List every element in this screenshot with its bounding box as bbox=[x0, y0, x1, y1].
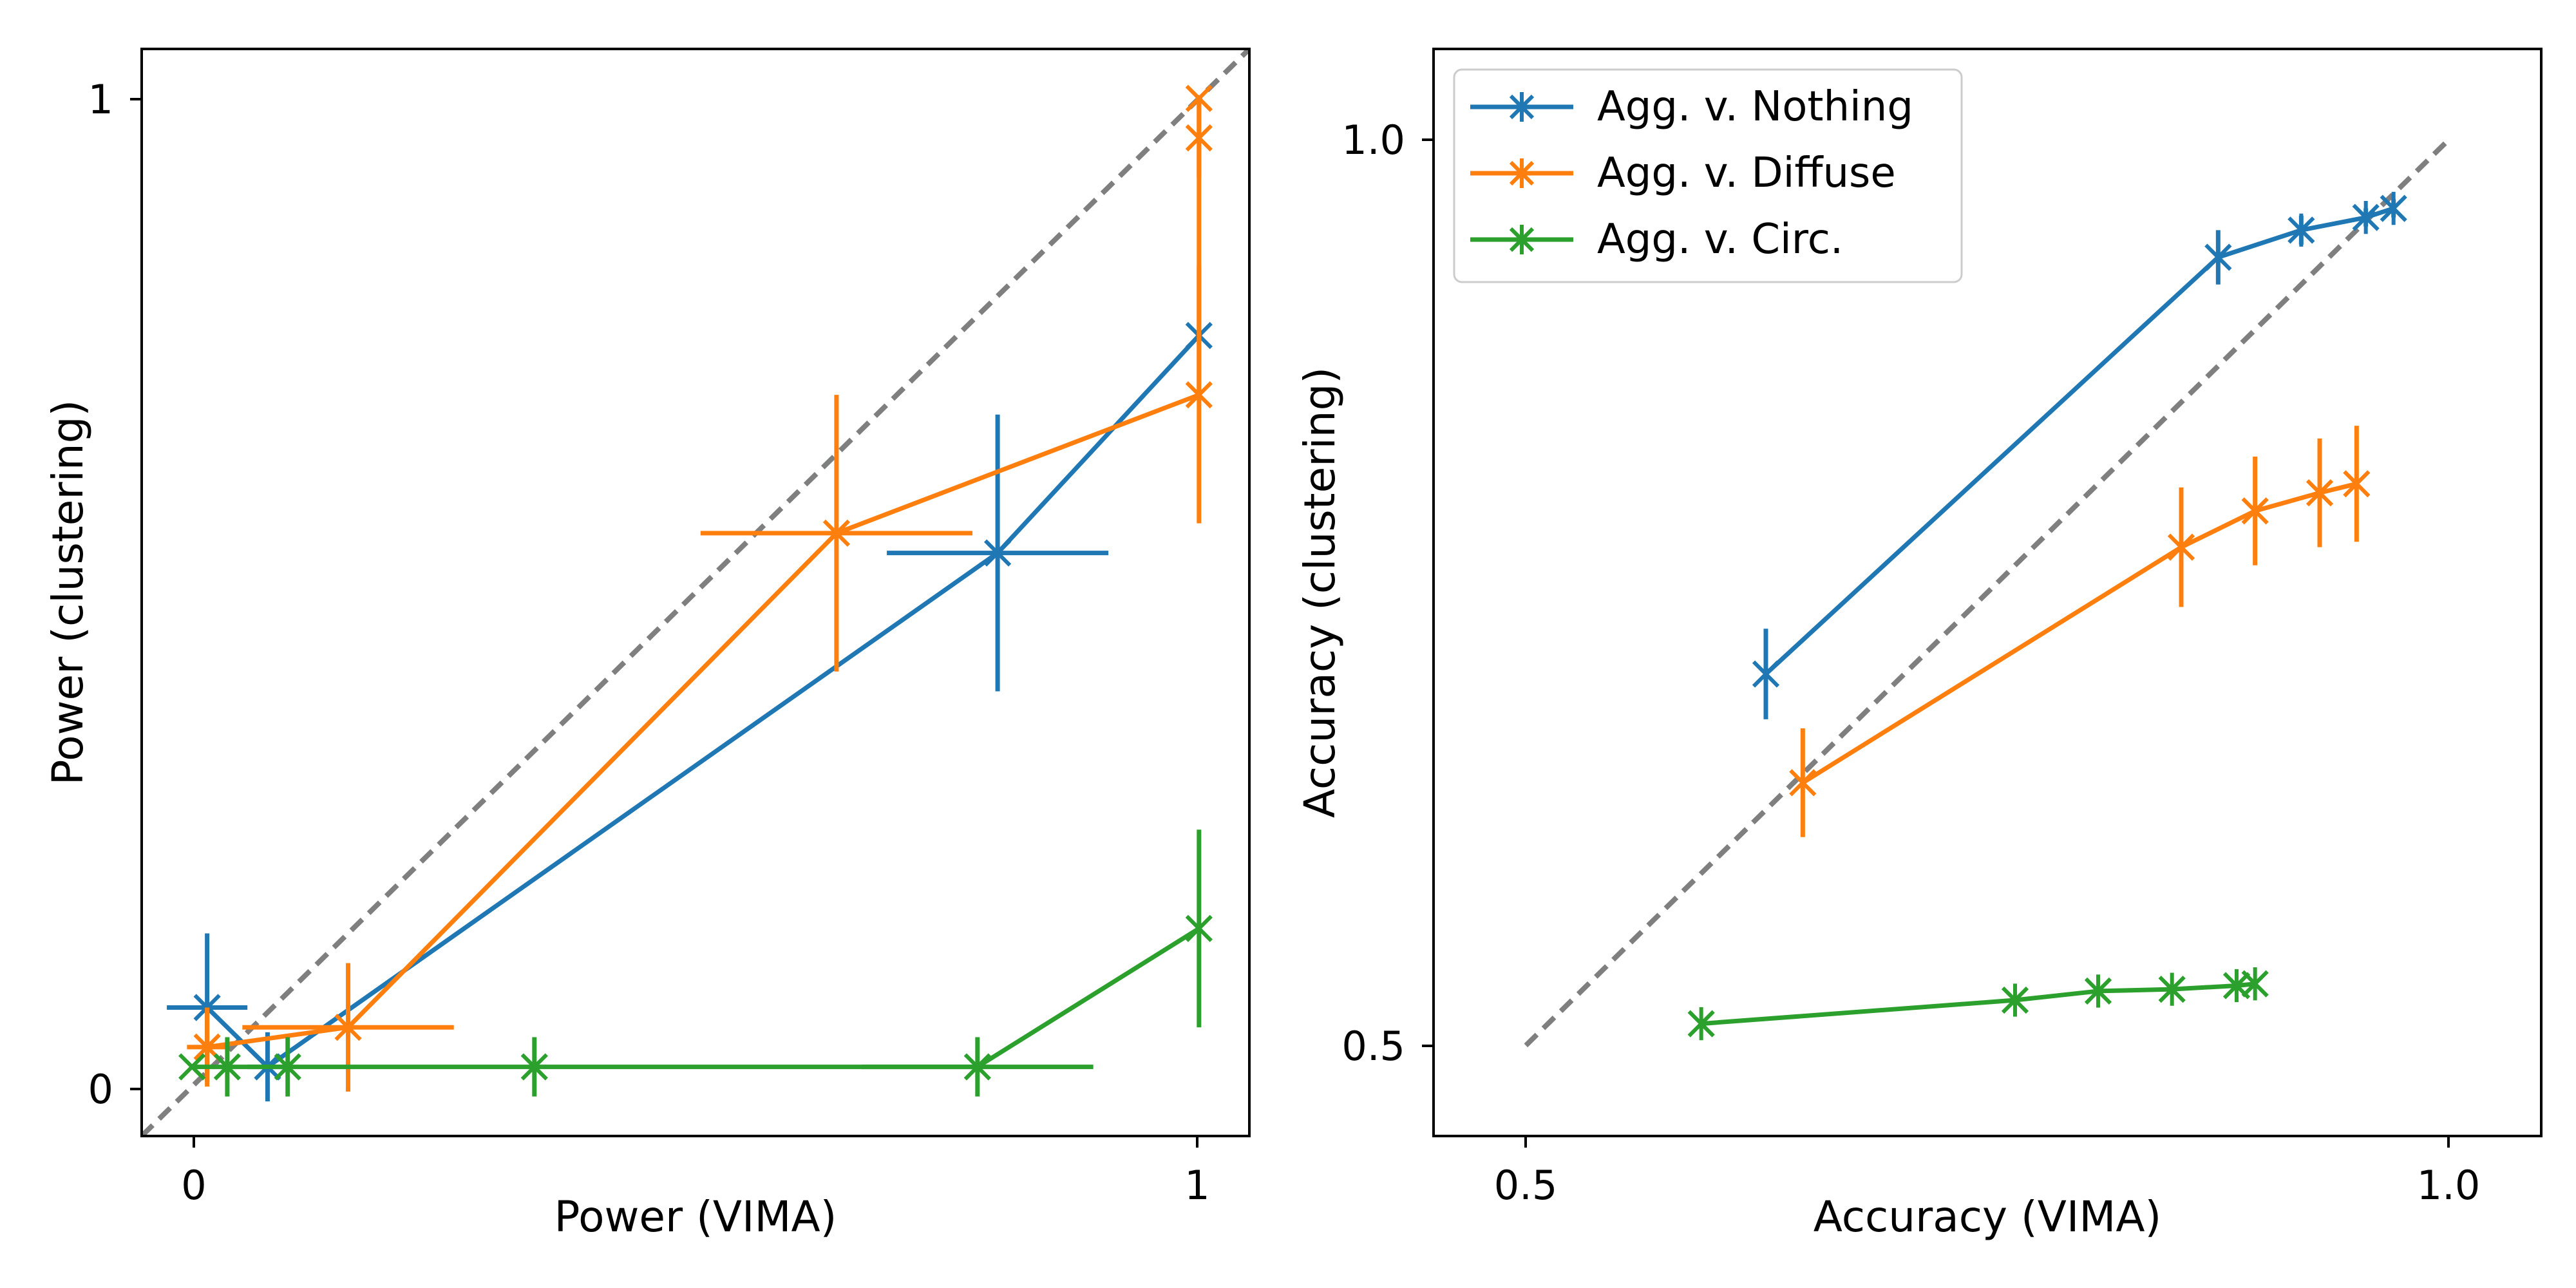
legend-entry-nothing: Agg. v. Nothing bbox=[1470, 83, 1913, 131]
power-y-tick-label-1: 1 bbox=[88, 76, 113, 123]
power-reference-line bbox=[142, 49, 1249, 1136]
power-series-2-point-2 bbox=[274, 1053, 301, 1081]
accuracy-x-tick-label-1: 1.0 bbox=[2417, 1162, 2481, 1209]
accuracy-series-2-point-0 bbox=[1687, 1007, 1715, 1041]
accuracy-series-1-point-2 bbox=[2241, 494, 2269, 528]
power-series-1-point-5 bbox=[1185, 84, 1213, 112]
accuracy-y-axis-label: Accuracy (clustering) bbox=[1295, 367, 1345, 818]
legend-entry-circ: Agg. v. Circ. bbox=[1470, 216, 1843, 263]
legend-marker-diffuse bbox=[1509, 158, 1535, 188]
accuracy-series-2-point-3 bbox=[2158, 972, 2186, 1006]
chart-accuracy: 0.5 1.0 0.5 1.0 Accuracy (VIMA) Accuracy… bbox=[1295, 48, 2543, 1242]
accuracy-x-tick-label-0: 0.5 bbox=[1494, 1162, 1558, 1209]
accuracy-series-1-point-3 bbox=[2306, 476, 2334, 509]
power-series-2-point-1 bbox=[213, 1053, 242, 1081]
power-series-2-line bbox=[192, 926, 1200, 1070]
power-series-2-point-0 bbox=[178, 1053, 206, 1081]
accuracy-y-tick-label-0: 0.5 bbox=[1341, 1023, 1405, 1070]
accuracy-x-axis-label: Accuracy (VIMA) bbox=[1814, 1192, 2162, 1242]
legend-label-circ: Agg. v. Circ. bbox=[1597, 216, 1843, 263]
power-plot-area bbox=[142, 49, 1249, 1136]
legend-label-nothing: Agg. v. Nothing bbox=[1597, 83, 1913, 131]
chart-power: 0 1 0 1 Power (VIMA) Power (clustering) bbox=[43, 48, 1251, 1242]
power-series-1-point-3 bbox=[1185, 381, 1213, 409]
power-x-axis-label: Power (VIMA) bbox=[554, 1192, 837, 1242]
power-axes-frame bbox=[140, 48, 1251, 1137]
power-series-2-point-5 bbox=[1185, 914, 1213, 942]
power-series-1-point-1 bbox=[334, 1014, 362, 1041]
accuracy-series-1-point-0 bbox=[1789, 766, 1817, 800]
accuracy-series-0-point-1 bbox=[2204, 240, 2232, 274]
power-series-2-point-4 bbox=[963, 1053, 991, 1081]
legend-label-diffuse: Agg. v. Diffuse bbox=[1597, 149, 1896, 197]
accuracy-series-1 bbox=[1789, 426, 2371, 837]
legend: Agg. v. Nothing Agg. v. Diffuse Agg. v. … bbox=[1453, 68, 1963, 283]
power-y-tick-label-0: 0 bbox=[88, 1066, 113, 1113]
accuracy-series-1-point-4 bbox=[2343, 467, 2371, 500]
power-series-1 bbox=[187, 84, 1213, 1092]
accuracy-series-1-point-1 bbox=[2167, 531, 2195, 564]
power-y-axis-label: Power (clustering) bbox=[43, 400, 93, 786]
accuracy-series-2-point-2 bbox=[2084, 974, 2112, 1008]
accuracy-series-0 bbox=[1752, 191, 2407, 719]
accuracy-series-0-point-0 bbox=[1752, 657, 1780, 691]
power-x-tick-label-0: 0 bbox=[181, 1162, 206, 1209]
accuracy-axes-frame bbox=[1432, 48, 2543, 1137]
legend-box bbox=[1453, 68, 1963, 283]
accuracy-series-2-line bbox=[1701, 981, 2256, 1027]
power-series-1-point-2 bbox=[822, 519, 851, 547]
power-series-2-point-3 bbox=[520, 1053, 548, 1081]
accuracy-series-0-point-3 bbox=[2352, 200, 2380, 234]
power-series-0-point-2 bbox=[983, 539, 1012, 567]
legend-marker-nothing bbox=[1509, 92, 1535, 122]
power-x-tick-label-1: 1 bbox=[1184, 1162, 1209, 1209]
accuracy-plot-area bbox=[1524, 137, 2451, 1048]
accuracy-reference-line bbox=[1524, 137, 2451, 1048]
power-series-2 bbox=[178, 829, 1213, 1097]
accuracy-series-2-point-5 bbox=[2241, 967, 2269, 1001]
power-series-0-line bbox=[205, 334, 1201, 1070]
accuracy-series-2 bbox=[1687, 967, 2269, 1041]
power-series-1-point-4 bbox=[1185, 124, 1213, 152]
accuracy-series-0-point-4 bbox=[2380, 191, 2407, 225]
accuracy-series-2-point-1 bbox=[2001, 983, 2029, 1017]
accuracy-y-tick-label-1: 1.0 bbox=[1341, 117, 1405, 164]
accuracy-series-0-point-2 bbox=[2287, 213, 2315, 247]
legend-entry-diffuse: Agg. v. Diffuse bbox=[1470, 149, 1896, 197]
legend-marker-circ bbox=[1509, 225, 1535, 254]
